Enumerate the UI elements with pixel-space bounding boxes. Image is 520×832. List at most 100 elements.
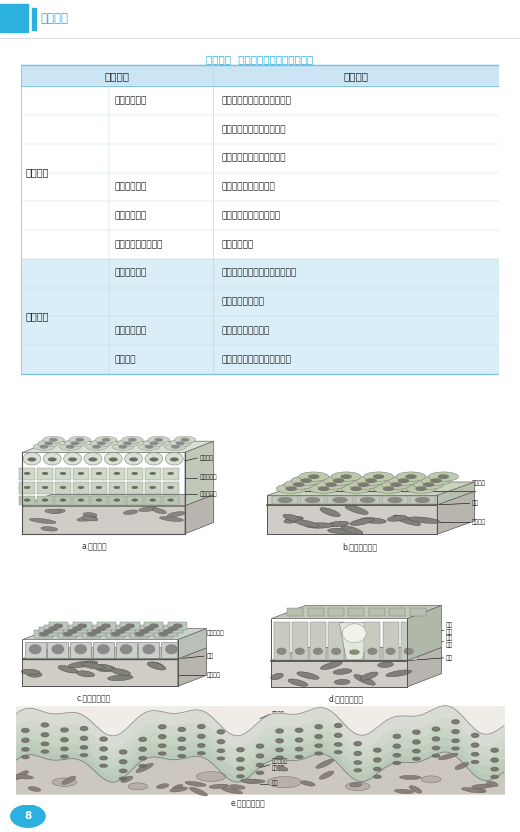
Ellipse shape — [143, 645, 154, 654]
Ellipse shape — [78, 499, 84, 502]
Ellipse shape — [90, 440, 112, 447]
Ellipse shape — [41, 446, 47, 448]
Ellipse shape — [135, 632, 144, 636]
Bar — [21, 316, 499, 345]
Ellipse shape — [452, 730, 459, 734]
Ellipse shape — [167, 499, 174, 502]
Bar — [22, 506, 185, 534]
Ellipse shape — [374, 748, 381, 752]
Ellipse shape — [432, 755, 439, 757]
Ellipse shape — [150, 486, 155, 488]
Ellipse shape — [374, 775, 381, 778]
Ellipse shape — [121, 627, 129, 631]
Ellipse shape — [198, 752, 205, 755]
Bar — [287, 608, 303, 616]
Ellipse shape — [61, 738, 68, 742]
Text: 基膜: 基膜 — [446, 655, 453, 661]
Ellipse shape — [315, 725, 322, 729]
Polygon shape — [111, 669, 131, 676]
Ellipse shape — [428, 472, 459, 481]
Bar — [97, 622, 115, 630]
Ellipse shape — [406, 475, 416, 478]
Polygon shape — [437, 482, 475, 505]
Ellipse shape — [368, 648, 376, 654]
Ellipse shape — [98, 442, 105, 444]
Bar — [115, 641, 137, 658]
Ellipse shape — [278, 498, 292, 503]
Ellipse shape — [122, 436, 143, 443]
Bar — [21, 172, 499, 201]
Ellipse shape — [41, 733, 48, 736]
Ellipse shape — [125, 453, 142, 465]
Polygon shape — [284, 517, 303, 523]
Ellipse shape — [42, 499, 48, 502]
Ellipse shape — [472, 743, 479, 747]
Ellipse shape — [138, 443, 160, 450]
Ellipse shape — [291, 476, 321, 485]
Ellipse shape — [102, 624, 110, 627]
Ellipse shape — [413, 757, 420, 760]
Ellipse shape — [174, 436, 196, 443]
Bar — [355, 497, 380, 504]
Ellipse shape — [81, 745, 88, 749]
Ellipse shape — [145, 627, 153, 631]
Bar — [300, 497, 325, 504]
Bar — [55, 483, 71, 494]
Ellipse shape — [102, 438, 110, 441]
Ellipse shape — [42, 486, 48, 488]
Polygon shape — [77, 517, 97, 521]
Ellipse shape — [323, 476, 354, 485]
Polygon shape — [58, 666, 77, 673]
Polygon shape — [295, 520, 319, 527]
Ellipse shape — [109, 458, 118, 461]
Ellipse shape — [393, 744, 400, 748]
Bar — [410, 497, 435, 504]
Polygon shape — [267, 482, 475, 495]
Ellipse shape — [166, 645, 177, 654]
Polygon shape — [27, 671, 42, 677]
Ellipse shape — [132, 499, 138, 502]
Polygon shape — [22, 441, 214, 453]
Ellipse shape — [155, 438, 162, 441]
Ellipse shape — [276, 756, 283, 759]
Ellipse shape — [341, 475, 351, 478]
Bar — [168, 622, 187, 630]
Polygon shape — [157, 784, 169, 789]
Polygon shape — [399, 775, 421, 780]
Ellipse shape — [256, 764, 264, 767]
Ellipse shape — [145, 453, 163, 465]
Ellipse shape — [146, 446, 153, 448]
Ellipse shape — [416, 487, 426, 490]
Ellipse shape — [315, 735, 322, 739]
Bar — [145, 483, 161, 494]
Ellipse shape — [432, 737, 439, 740]
Ellipse shape — [276, 739, 283, 743]
Ellipse shape — [139, 747, 146, 751]
Bar — [91, 468, 107, 480]
Ellipse shape — [334, 724, 342, 727]
Polygon shape — [22, 648, 206, 659]
Polygon shape — [408, 606, 441, 661]
Ellipse shape — [114, 473, 120, 475]
Polygon shape — [328, 528, 355, 533]
Ellipse shape — [63, 632, 72, 636]
Text: 基底层细胞
结缔组织: 基底层细胞 结缔组织 — [272, 759, 289, 771]
Ellipse shape — [432, 727, 439, 731]
Ellipse shape — [129, 438, 136, 441]
Ellipse shape — [315, 752, 322, 755]
Ellipse shape — [217, 740, 225, 744]
Ellipse shape — [452, 720, 459, 724]
Ellipse shape — [363, 472, 394, 481]
Bar — [49, 622, 68, 630]
Polygon shape — [462, 788, 483, 793]
Ellipse shape — [167, 486, 174, 488]
Polygon shape — [408, 647, 441, 686]
Ellipse shape — [93, 630, 101, 633]
Polygon shape — [306, 522, 334, 528]
Ellipse shape — [23, 453, 41, 465]
Polygon shape — [472, 784, 493, 789]
Polygon shape — [244, 780, 265, 784]
Ellipse shape — [405, 648, 413, 654]
Bar — [21, 259, 499, 288]
Ellipse shape — [114, 499, 120, 502]
